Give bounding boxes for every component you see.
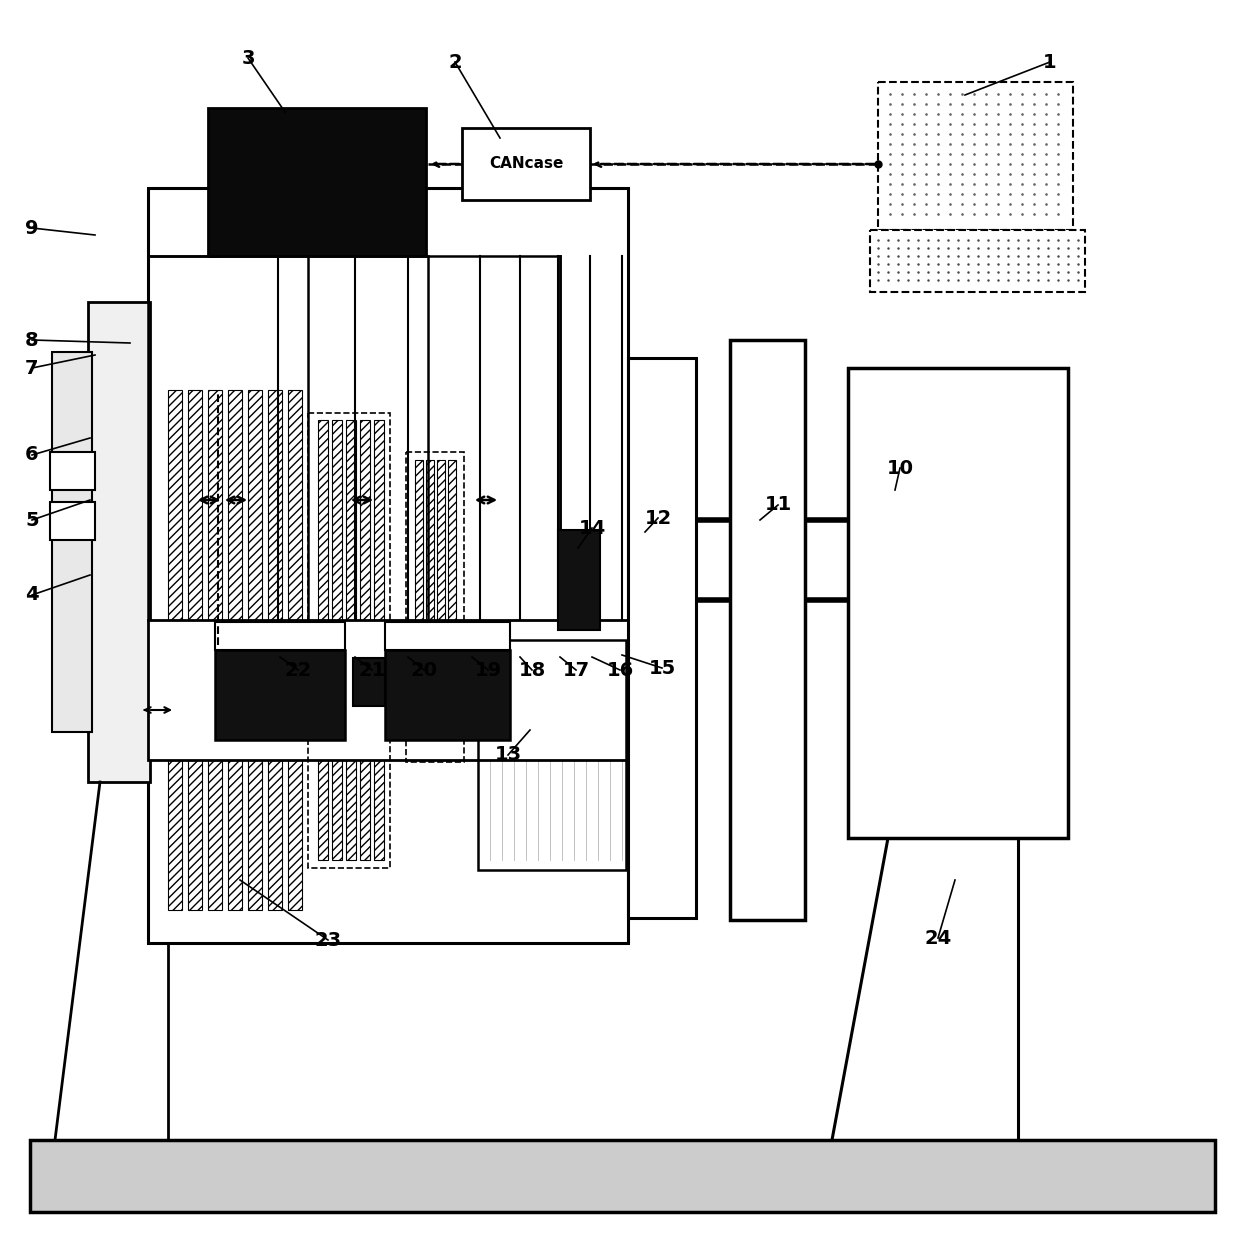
Text: 3: 3 <box>242 49 254 68</box>
Bar <box>167 391 182 910</box>
Bar <box>88 302 150 782</box>
Bar <box>463 128 590 200</box>
Bar <box>427 459 434 760</box>
Bar <box>288 391 303 910</box>
Bar <box>228 391 242 910</box>
Text: 5: 5 <box>25 511 38 530</box>
Text: 18: 18 <box>518 661 546 680</box>
Bar <box>50 502 95 540</box>
Bar <box>360 419 370 860</box>
Bar <box>477 640 626 870</box>
Bar <box>52 352 92 732</box>
Text: 19: 19 <box>475 661 501 680</box>
Bar <box>148 188 627 943</box>
Text: 1: 1 <box>1043 53 1056 71</box>
Text: 14: 14 <box>578 518 605 537</box>
Text: 23: 23 <box>315 930 341 949</box>
Bar <box>627 358 696 918</box>
Text: 2: 2 <box>448 53 461 71</box>
Bar <box>248 391 262 910</box>
Bar <box>436 459 445 760</box>
Bar <box>208 108 427 255</box>
Bar <box>878 81 1073 230</box>
Bar <box>50 452 95 490</box>
Bar <box>405 452 464 762</box>
Text: 7: 7 <box>25 358 38 378</box>
Text: 24: 24 <box>924 929 951 948</box>
Bar <box>317 419 329 860</box>
Bar <box>848 368 1068 838</box>
Text: 8: 8 <box>25 331 38 349</box>
Text: 16: 16 <box>606 661 634 680</box>
Text: 17: 17 <box>563 661 589 680</box>
Bar <box>384 650 510 740</box>
Bar <box>353 659 384 706</box>
Bar <box>415 459 423 760</box>
Bar <box>148 620 639 760</box>
Bar <box>374 419 384 860</box>
Bar <box>332 419 342 860</box>
Bar <box>30 1141 1215 1212</box>
Bar <box>346 419 356 860</box>
Bar <box>208 391 222 910</box>
Text: 4: 4 <box>25 586 38 605</box>
Bar <box>870 230 1085 292</box>
Bar <box>215 650 345 740</box>
Text: 6: 6 <box>25 446 38 464</box>
Bar <box>268 391 281 910</box>
Bar <box>558 530 600 630</box>
Text: 20: 20 <box>410 661 438 680</box>
Text: 12: 12 <box>645 508 672 527</box>
Text: 10: 10 <box>887 458 914 477</box>
Bar <box>188 391 202 910</box>
Bar <box>384 622 510 650</box>
Bar <box>215 622 345 650</box>
Bar <box>448 459 456 760</box>
Text: 22: 22 <box>284 661 311 680</box>
Text: CANcase: CANcase <box>489 156 563 172</box>
Text: 13: 13 <box>495 745 522 765</box>
Text: 21: 21 <box>358 661 386 680</box>
Bar <box>308 413 391 868</box>
Text: 9: 9 <box>25 219 38 238</box>
Text: 15: 15 <box>649 659 676 677</box>
Bar <box>730 341 805 920</box>
Text: 11: 11 <box>764 496 791 515</box>
